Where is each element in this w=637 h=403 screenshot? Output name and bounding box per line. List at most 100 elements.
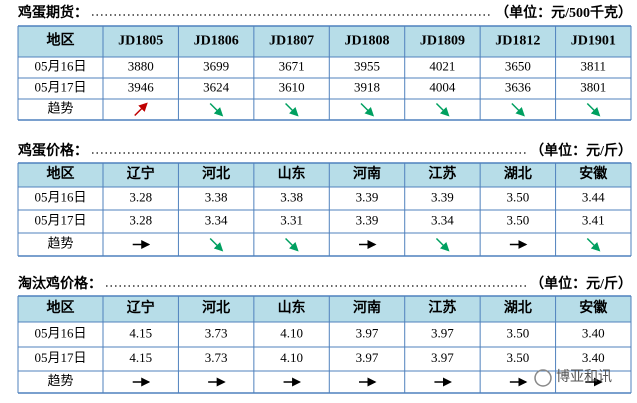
header-cell: 江苏: [428, 299, 456, 316]
trend-label: 趋势: [47, 100, 73, 115]
header-cell: 河南: [353, 299, 381, 316]
cell: 3650: [505, 58, 531, 73]
cell: 3.28: [129, 189, 152, 204]
cell: 4.10: [280, 350, 303, 365]
watermark: 博亚和讯: [556, 368, 612, 385]
header-background: [18, 296, 631, 322]
watermark-icon: [534, 369, 552, 387]
cell: 3.41: [582, 212, 605, 227]
cell: 3.73: [205, 350, 228, 365]
cell: 4.15: [129, 350, 152, 365]
header-cell: 辽宁: [127, 165, 155, 182]
cell: 3.97: [356, 350, 379, 365]
trend-arrow: [360, 102, 375, 117]
section-unit: （单位：元/斤）: [530, 142, 632, 159]
cell: 3811: [581, 58, 607, 73]
header-cell: 湖北: [504, 166, 532, 182]
header-cell: 湖北: [504, 300, 532, 316]
cell: 3.97: [356, 325, 379, 340]
cell: 3880: [128, 58, 154, 73]
trend-arrow: [586, 237, 601, 252]
cell: 3.40: [582, 350, 605, 365]
cell: 3.50: [506, 350, 529, 365]
watermark-group: 博亚和讯: [534, 368, 612, 387]
header-cell: 地区: [47, 165, 75, 182]
trend-arrow: [134, 102, 148, 117]
cell: 3.97: [431, 325, 454, 340]
cell: 3.34: [431, 212, 454, 227]
cell: 4004: [429, 79, 456, 94]
trend-arrow: [586, 102, 601, 117]
cell: 3.34: [205, 212, 228, 227]
cell: 05月17日: [34, 212, 86, 227]
section-unit: （单位：元/500千克）: [495, 4, 632, 21]
trend-label: 趋势: [47, 235, 73, 250]
header-cell: 地区: [47, 299, 75, 316]
header-cell: JD1812: [495, 34, 540, 49]
cell: 3.50: [506, 325, 529, 340]
header-cell: 地区: [47, 32, 75, 49]
cell: 3.44: [582, 189, 605, 204]
header-cell: JD1809: [420, 34, 465, 49]
cell: 05月16日: [34, 58, 86, 73]
cell: 3.39: [356, 189, 379, 204]
header-cell: 山东: [278, 165, 306, 182]
header-cell: 辽宁: [127, 299, 155, 316]
header-cell: JD1808: [344, 34, 389, 49]
cell: 3636: [505, 79, 532, 94]
header-cell: JD1806: [194, 34, 239, 49]
cell: 3946: [128, 79, 155, 94]
cell: 3671: [279, 58, 305, 73]
cell: 4021: [429, 58, 455, 73]
header-cell: 河北: [202, 299, 230, 316]
header-cell: JD1901: [571, 34, 616, 49]
trend-arrow: [435, 237, 450, 252]
cell: 4.15: [129, 325, 152, 340]
cell: 4.10: [280, 325, 303, 340]
header-cell: 河南: [353, 165, 381, 182]
cell: 05月17日: [34, 79, 86, 94]
cell: 3.31: [280, 212, 303, 227]
cell: 3.40: [582, 325, 605, 340]
cell: 05月16日: [34, 325, 86, 340]
cell: 05月17日: [34, 350, 86, 365]
header-cell: 安徽: [579, 165, 608, 182]
cell: 3699: [203, 58, 229, 73]
section-title: 淘汰鸡价格：: [18, 275, 102, 292]
cell: 3.38: [280, 189, 303, 204]
cell: 3.39: [356, 212, 379, 227]
section-title: 鸡蛋价格：: [17, 142, 88, 159]
table-section: 淘汰鸡价格： （单位：元/斤） 地区 辽宁 河北 山东 河南 江苏 湖北 安徽 05月16日 4.15…: [17, 275, 632, 394]
header-cell: 河北: [202, 165, 230, 182]
section-title: 鸡蛋期货：: [17, 4, 88, 21]
trend-label: 趋势: [47, 373, 73, 388]
header-cell: JD1805: [118, 34, 163, 49]
header-cell: JD1807: [269, 34, 314, 49]
header-cell: 山东: [278, 299, 306, 316]
cell: 3.50: [506, 189, 529, 204]
cell: 3.38: [205, 189, 228, 204]
section-unit: （单位：元/斤）: [530, 275, 632, 292]
cell: 3.97: [431, 350, 454, 365]
cell: 3955: [354, 58, 380, 73]
header-cell: 江苏: [428, 165, 456, 182]
trend-arrow: [511, 102, 525, 117]
cell: 3801: [580, 79, 606, 94]
cell: 3918: [354, 79, 380, 94]
header-cell: 安徽: [579, 299, 608, 316]
cell: 3.73: [205, 325, 228, 340]
table-section: 鸡蛋期货： （单位：元/500千克） 地区 JD1805 JD1806 JD1807 JD1…: [17, 4, 632, 121]
cell: 3.39: [431, 189, 454, 204]
cell: 3610: [279, 79, 305, 94]
trend-arrow: [435, 102, 450, 117]
header-background: [18, 163, 631, 187]
cell: 3624: [203, 79, 230, 94]
cell: 3.50: [506, 212, 529, 227]
trend-arrow: [285, 102, 299, 117]
table-section: 鸡蛋价格： （单位：元/斤） 地区 辽宁 河北 山东 河南 江苏 湖北 安徽 05月16日 3.28 3…: [17, 142, 632, 257]
trend-arrow: [209, 237, 224, 252]
cell: 3.28: [129, 212, 152, 227]
cell: 05月16日: [34, 189, 86, 204]
header-background: [18, 26, 631, 57]
